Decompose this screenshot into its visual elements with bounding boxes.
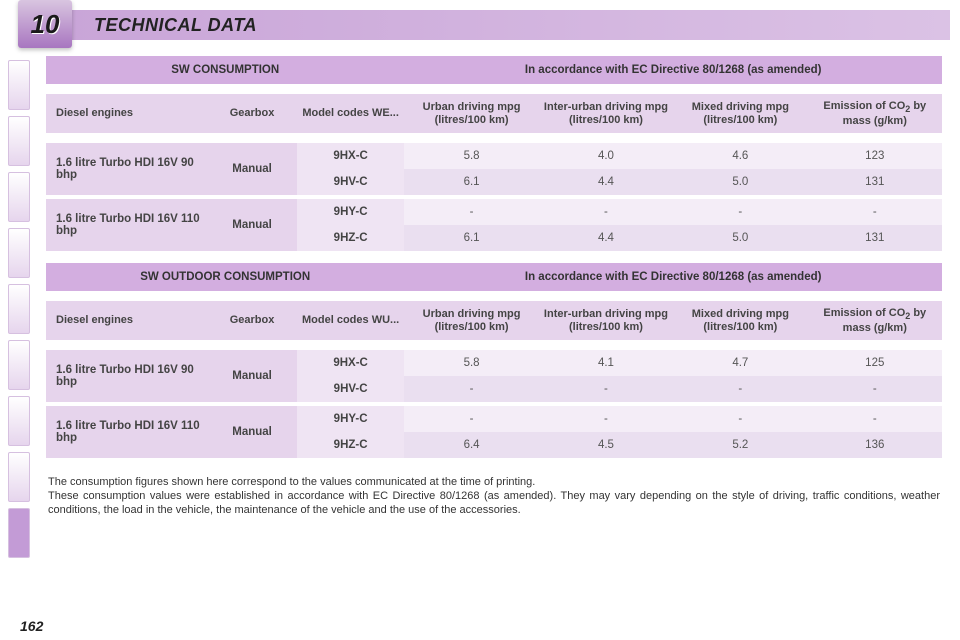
gearbox-cell: Manual <box>207 199 297 251</box>
val-cell: 4.4 <box>539 225 673 251</box>
model-cell: 9HV-C <box>297 376 405 402</box>
col-model: Model codes WE... <box>297 94 405 133</box>
val-cell: 4.4 <box>539 169 673 195</box>
val-cell: - <box>404 406 538 432</box>
col-mixed: Mixed driving mpg (litres/100 km) <box>673 301 807 340</box>
table-row: 1.6 litre Turbo HDI 16V 110 bhp Manual 9… <box>46 406 942 432</box>
chapter-badge: 10 <box>18 0 72 48</box>
val-cell: 4.7 <box>673 350 807 376</box>
chapter-number: 10 <box>31 9 60 40</box>
val-cell: - <box>808 406 942 432</box>
col-urban: Urban driving mpg (litres/100 km) <box>404 301 538 340</box>
footnote-line2: These consumption values were establishe… <box>48 490 940 518</box>
val-cell: - <box>808 199 942 225</box>
val-cell: 5.0 <box>673 169 807 195</box>
page-number: 162 <box>20 618 43 634</box>
val-cell: - <box>404 199 538 225</box>
side-tabs <box>8 60 30 558</box>
model-cell: 9HY-C <box>297 199 405 225</box>
val-cell: - <box>673 376 807 402</box>
side-tab <box>8 452 30 502</box>
val-cell: 123 <box>808 143 942 169</box>
side-tab <box>8 172 30 222</box>
val-cell: 5.0 <box>673 225 807 251</box>
val-cell: - <box>539 199 673 225</box>
table-row: 1.6 litre Turbo HDI 16V 90 bhp Manual 9H… <box>46 143 942 169</box>
col-diesel: Diesel engines <box>46 301 207 340</box>
col-diesel: Diesel engines <box>46 94 207 133</box>
table-row: 1.6 litre Turbo HDI 16V 110 bhp Manual 9… <box>46 199 942 225</box>
side-tab-active <box>8 508 30 558</box>
table-header-row: SW CONSUMPTION In accordance with EC Dir… <box>46 56 942 84</box>
model-cell: 9HY-C <box>297 406 405 432</box>
table-subhead-row: Diesel engines Gearbox Model codes WU...… <box>46 301 942 340</box>
val-cell: 136 <box>808 432 942 458</box>
val-cell: - <box>673 406 807 432</box>
col-inter: Inter-urban driving mpg (litres/100 km) <box>539 94 673 133</box>
val-cell: 4.5 <box>539 432 673 458</box>
col-gearbox: Gearbox <box>207 94 297 133</box>
val-cell: 4.1 <box>539 350 673 376</box>
val-cell: - <box>539 406 673 432</box>
content-area: SW CONSUMPTION In accordance with EC Dir… <box>46 56 942 640</box>
val-cell: 6.1 <box>404 225 538 251</box>
model-cell: 9HZ-C <box>297 432 405 458</box>
col-model: Model codes WU... <box>297 301 405 340</box>
sw-consumption-table: SW CONSUMPTION In accordance with EC Dir… <box>46 56 942 251</box>
table1-title-right: In accordance with EC Directive 80/1268 … <box>404 56 942 84</box>
col-co2: Emission of CO2 by mass (g/km) <box>808 301 942 340</box>
col-inter: Inter-urban driving mpg (litres/100 km) <box>539 301 673 340</box>
val-cell: - <box>673 199 807 225</box>
table-header-row: SW OUTDOOR CONSUMPTION In accordance wit… <box>46 263 942 291</box>
side-tab <box>8 60 30 110</box>
model-cell: 9HZ-C <box>297 225 405 251</box>
table-subhead-row: Diesel engines Gearbox Model codes WE...… <box>46 94 942 133</box>
page-title: TECHNICAL DATA <box>94 15 257 36</box>
side-tab <box>8 396 30 446</box>
val-cell: 4.0 <box>539 143 673 169</box>
model-cell: 9HV-C <box>297 169 405 195</box>
table1-title-left: SW CONSUMPTION <box>46 56 404 84</box>
col-mixed: Mixed driving mpg (litres/100 km) <box>673 94 807 133</box>
val-cell: 5.8 <box>404 350 538 376</box>
val-cell: 131 <box>808 225 942 251</box>
side-tab <box>8 340 30 390</box>
table-row: 1.6 litre Turbo HDI 16V 90 bhp Manual 9H… <box>46 350 942 376</box>
engine-cell: 1.6 litre Turbo HDI 16V 110 bhp <box>46 199 207 251</box>
side-tab <box>8 116 30 166</box>
sw-outdoor-consumption-table: SW OUTDOOR CONSUMPTION In accordance wit… <box>46 263 942 458</box>
side-tab <box>8 228 30 278</box>
val-cell: 5.2 <box>673 432 807 458</box>
gearbox-cell: Manual <box>207 143 297 195</box>
val-cell: 131 <box>808 169 942 195</box>
val-cell: - <box>539 376 673 402</box>
model-cell: 9HX-C <box>297 350 405 376</box>
val-cell: 6.4 <box>404 432 538 458</box>
footnote-line1: The consumption figures shown here corre… <box>48 476 940 490</box>
col-co2: Emission of CO2 by mass (g/km) <box>808 94 942 133</box>
val-cell: - <box>404 376 538 402</box>
val-cell: 4.6 <box>673 143 807 169</box>
val-cell: - <box>808 376 942 402</box>
footnote: The consumption figures shown here corre… <box>46 476 942 517</box>
table2-title-right: In accordance with EC Directive 80/1268 … <box>404 263 942 291</box>
title-bar: TECHNICAL DATA <box>70 10 950 40</box>
table2-title-left: SW OUTDOOR CONSUMPTION <box>46 263 404 291</box>
gearbox-cell: Manual <box>207 350 297 402</box>
engine-cell: 1.6 litre Turbo HDI 16V 90 bhp <box>46 143 207 195</box>
val-cell: 6.1 <box>404 169 538 195</box>
col-urban: Urban driving mpg (litres/100 km) <box>404 94 538 133</box>
engine-cell: 1.6 litre Turbo HDI 16V 110 bhp <box>46 406 207 458</box>
val-cell: 125 <box>808 350 942 376</box>
engine-cell: 1.6 litre Turbo HDI 16V 90 bhp <box>46 350 207 402</box>
col-gearbox: Gearbox <box>207 301 297 340</box>
side-tab <box>8 284 30 334</box>
model-cell: 9HX-C <box>297 143 405 169</box>
gearbox-cell: Manual <box>207 406 297 458</box>
val-cell: 5.8 <box>404 143 538 169</box>
